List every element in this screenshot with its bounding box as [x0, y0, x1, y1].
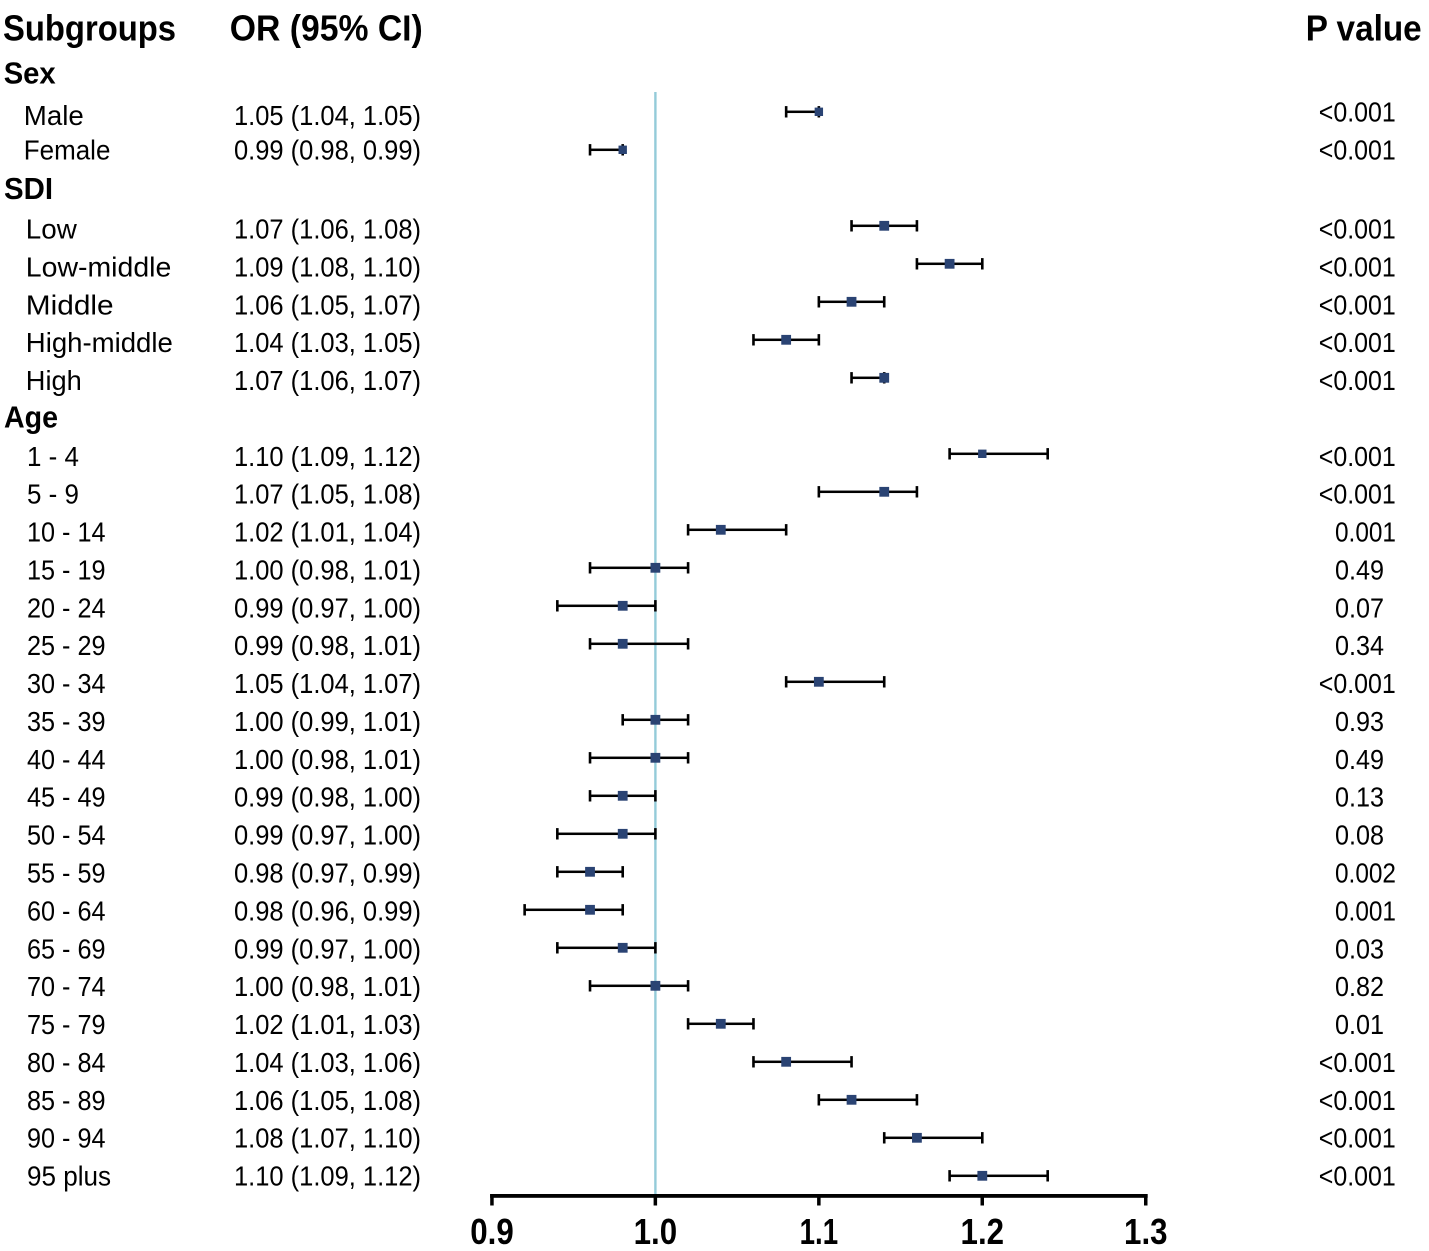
svg-text:70 - 74: 70 - 74 [27, 971, 106, 1002]
svg-text:1.00 (0.98, 1.01): 1.00 (0.98, 1.01) [234, 971, 421, 1002]
svg-text:90 - 94: 90 - 94 [27, 1123, 106, 1154]
svg-text:<0.001: <0.001 [1319, 251, 1396, 282]
svg-text:Subgroups: Subgroups [3, 8, 176, 49]
svg-text:95 plus: 95 plus [27, 1161, 111, 1192]
svg-text:<0.001: <0.001 [1319, 1123, 1396, 1154]
svg-text:1.2: 1.2 [961, 1211, 1005, 1251]
svg-text:1.07 (1.05, 1.08): 1.07 (1.05, 1.08) [234, 479, 421, 510]
svg-text:<0.001: <0.001 [1319, 1085, 1396, 1116]
svg-text:1.08 (1.07, 1.10): 1.08 (1.07, 1.10) [234, 1123, 421, 1154]
svg-text:40 - 44: 40 - 44 [27, 744, 106, 775]
svg-text:35 - 39: 35 - 39 [27, 706, 106, 737]
svg-text:15 - 19: 15 - 19 [27, 555, 106, 586]
svg-text:75 - 79: 75 - 79 [27, 1009, 106, 1040]
svg-text:0.08: 0.08 [1335, 820, 1384, 851]
svg-text:1.3: 1.3 [1124, 1211, 1168, 1251]
svg-text:<0.001: <0.001 [1319, 1161, 1396, 1192]
svg-text:1.00 (0.98, 1.01): 1.00 (0.98, 1.01) [234, 744, 421, 775]
svg-text:5 - 9: 5 - 9 [27, 479, 79, 510]
svg-text:Sex: Sex [4, 57, 56, 91]
svg-text:0.07: 0.07 [1335, 592, 1384, 623]
svg-text:0.9: 0.9 [470, 1211, 514, 1251]
svg-text:0.002: 0.002 [1335, 858, 1396, 889]
svg-text:<0.001: <0.001 [1319, 479, 1396, 510]
svg-text:0.99 (0.97, 1.00): 0.99 (0.97, 1.00) [234, 592, 421, 623]
svg-text:<0.001: <0.001 [1319, 327, 1396, 358]
svg-text:1.05 (1.04, 1.05): 1.05 (1.04, 1.05) [234, 100, 421, 131]
svg-text:0.001: 0.001 [1335, 895, 1396, 926]
svg-text:20 - 24: 20 - 24 [27, 592, 106, 623]
svg-text:Low: Low [26, 214, 77, 245]
svg-text:<0.001: <0.001 [1319, 1047, 1396, 1078]
svg-text:<0.001: <0.001 [1319, 135, 1396, 166]
svg-text:Low-middle: Low-middle [26, 251, 172, 282]
svg-text:<0.001: <0.001 [1319, 96, 1396, 127]
svg-text:Middle: Middle [26, 289, 114, 320]
svg-text:Age: Age [4, 400, 58, 434]
svg-text:0.99 (0.98, 0.99): 0.99 (0.98, 0.99) [234, 135, 421, 166]
svg-text:55 - 59: 55 - 59 [27, 858, 106, 889]
svg-text:85 - 89: 85 - 89 [27, 1085, 106, 1116]
svg-text:60 - 64: 60 - 64 [27, 895, 106, 926]
svg-text:1.04 (1.03, 1.05): 1.04 (1.03, 1.05) [234, 327, 421, 358]
svg-text:0.98 (0.96, 0.99): 0.98 (0.96, 0.99) [234, 895, 421, 926]
svg-text:50 - 54: 50 - 54 [27, 820, 106, 851]
svg-text:1.05 (1.04, 1.07): 1.05 (1.04, 1.07) [234, 668, 421, 699]
svg-text:<0.001: <0.001 [1319, 441, 1396, 472]
svg-text:P value: P value [1306, 8, 1422, 49]
svg-text:0.99 (0.98, 1.01): 0.99 (0.98, 1.01) [234, 630, 421, 661]
svg-text:<0.001: <0.001 [1319, 289, 1396, 320]
svg-text:High-middle: High-middle [26, 327, 173, 358]
svg-text:0.49: 0.49 [1335, 744, 1384, 775]
svg-text:1.09 (1.08, 1.10): 1.09 (1.08, 1.10) [234, 251, 421, 282]
svg-text:<0.001: <0.001 [1319, 365, 1396, 396]
svg-text:OR (95% CI): OR (95% CI) [230, 8, 423, 49]
svg-text:1.02 (1.01, 1.04): 1.02 (1.01, 1.04) [234, 517, 421, 548]
svg-text:0.99 (0.98, 1.00): 0.99 (0.98, 1.00) [234, 782, 421, 813]
svg-text:SDI: SDI [4, 172, 53, 206]
svg-text:1.06 (1.05, 1.08): 1.06 (1.05, 1.08) [234, 1085, 421, 1116]
svg-text:1.00 (0.98, 1.01): 1.00 (0.98, 1.01) [234, 555, 421, 586]
svg-text:1 - 4: 1 - 4 [27, 441, 79, 472]
svg-text:10 - 14: 10 - 14 [27, 517, 106, 548]
svg-text:45 - 49: 45 - 49 [27, 782, 106, 813]
svg-text:1.10 (1.09, 1.12): 1.10 (1.09, 1.12) [234, 1161, 421, 1192]
svg-text:1.02 (1.01, 1.03): 1.02 (1.01, 1.03) [234, 1009, 421, 1040]
svg-text:0.03: 0.03 [1335, 933, 1384, 964]
svg-text:0.99 (0.97, 1.00): 0.99 (0.97, 1.00) [234, 933, 421, 964]
svg-text:High: High [26, 365, 82, 396]
svg-text:1.0: 1.0 [634, 1211, 678, 1251]
svg-text:0.82: 0.82 [1335, 971, 1384, 1002]
svg-text:0.01: 0.01 [1335, 1009, 1384, 1040]
svg-text:1.07 (1.06, 1.08): 1.07 (1.06, 1.08) [234, 214, 421, 245]
svg-text:0.93: 0.93 [1335, 706, 1384, 737]
svg-text:80 - 84: 80 - 84 [27, 1047, 106, 1078]
svg-text:0.001: 0.001 [1335, 517, 1396, 548]
svg-text:1.06 (1.05, 1.07): 1.06 (1.05, 1.07) [234, 289, 421, 320]
svg-text:Female: Female [24, 135, 111, 166]
svg-text:1.00 (0.99, 1.01): 1.00 (0.99, 1.01) [234, 706, 421, 737]
svg-text:Male: Male [24, 100, 84, 131]
svg-text:65 - 69: 65 - 69 [27, 933, 106, 964]
svg-text:1.1: 1.1 [800, 1211, 839, 1251]
svg-text:1.04 (1.03, 1.06): 1.04 (1.03, 1.06) [234, 1047, 421, 1078]
svg-text:<0.001: <0.001 [1319, 668, 1396, 699]
svg-text:1.07 (1.06, 1.07): 1.07 (1.06, 1.07) [234, 365, 421, 396]
svg-text:30 - 34: 30 - 34 [27, 668, 106, 699]
svg-text:0.34: 0.34 [1335, 630, 1384, 661]
svg-text:0.13: 0.13 [1335, 782, 1384, 813]
svg-text:1.10 (1.09, 1.12): 1.10 (1.09, 1.12) [234, 441, 421, 472]
svg-text:25 - 29: 25 - 29 [27, 630, 106, 661]
svg-text:0.98 (0.97, 0.99): 0.98 (0.97, 0.99) [234, 858, 421, 889]
svg-text:0.99 (0.97, 1.00): 0.99 (0.97, 1.00) [234, 820, 421, 851]
svg-text:0.49: 0.49 [1335, 555, 1384, 586]
svg-text:<0.001: <0.001 [1319, 214, 1396, 245]
